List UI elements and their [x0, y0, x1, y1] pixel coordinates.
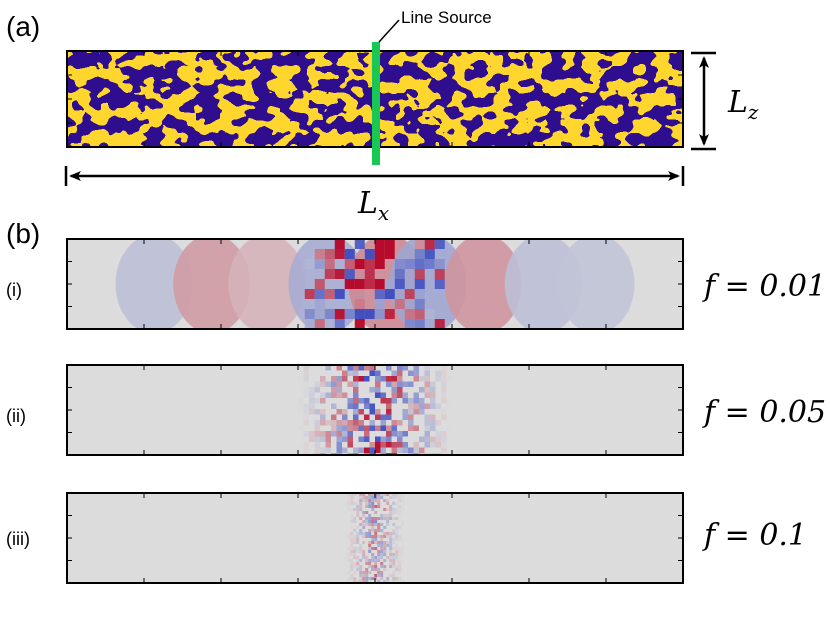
field-panel-2 — [66, 364, 684, 456]
row-tag: (ii) — [6, 406, 26, 426]
source-label: Line Source — [401, 8, 492, 27]
f-value-label: f = 0.01 — [702, 269, 826, 304]
lx-label: Lx — [357, 186, 389, 225]
panel-b-label: (b) — [6, 218, 40, 249]
panel-a-label: (a) — [6, 11, 40, 42]
medium-ticks — [66, 51, 684, 147]
row-tag: (iii) — [6, 529, 30, 549]
lx-dimension — [64, 166, 685, 186]
source-leader-line — [378, 19, 400, 43]
lz-label: Lz — [727, 85, 759, 124]
f-value-label: f = 0.05 — [702, 395, 826, 430]
field-panel-3 — [66, 492, 684, 584]
row-tag: (i) — [6, 280, 22, 300]
lz-dimension — [691, 51, 716, 151]
line-source — [372, 42, 380, 165]
field-panel-1 — [66, 238, 684, 330]
f-value-label: f = 0.1 — [702, 518, 807, 553]
